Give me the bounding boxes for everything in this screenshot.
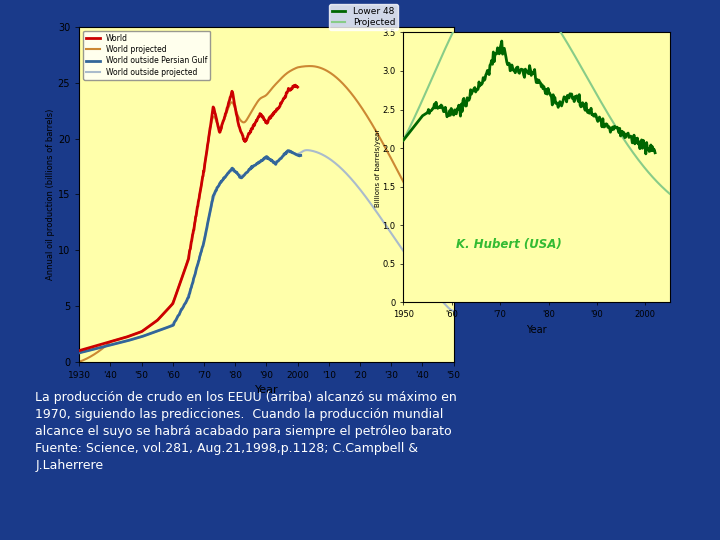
Legend: World, World projected, World outside Persian Gulf, World outside projected: World, World projected, World outside Pe… <box>83 31 210 80</box>
X-axis label: Year: Year <box>255 386 278 395</box>
Text: La producción de crudo en los EEUU (arriba) alcanzó su máximo en
1970, siguiendo: La producción de crudo en los EEUU (arri… <box>35 391 457 472</box>
Text: K. Hubert (USA): K. Hubert (USA) <box>456 238 562 252</box>
Legend: Lower 48, Projected: Lower 48, Projected <box>329 4 398 30</box>
Y-axis label: Billions of barrels/year: Billions of barrels/year <box>375 129 381 206</box>
Y-axis label: Annual oil production (billions of barrels): Annual oil production (billions of barre… <box>46 109 55 280</box>
X-axis label: Year: Year <box>526 325 546 335</box>
